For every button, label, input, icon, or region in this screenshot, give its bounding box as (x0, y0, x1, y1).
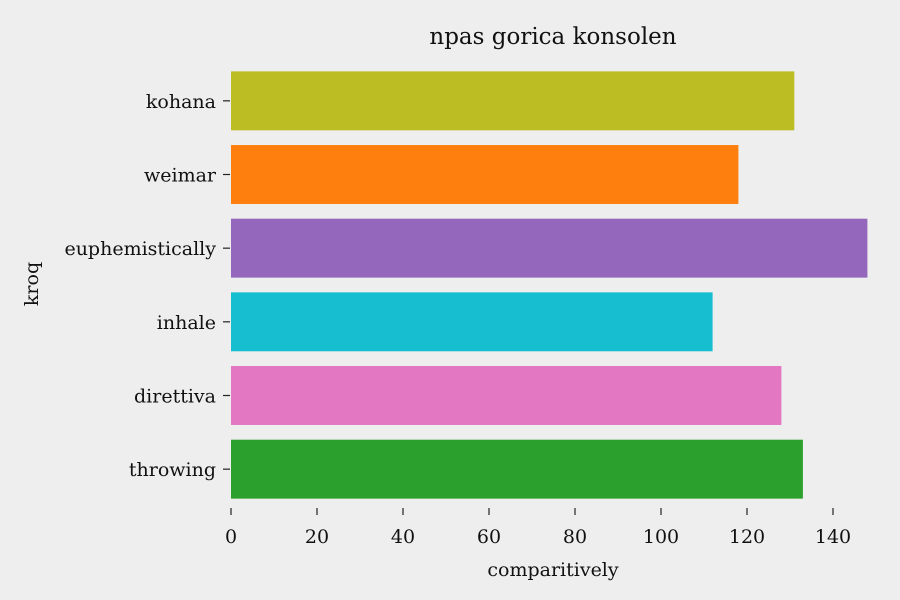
x-tick-label: 20 (305, 526, 329, 548)
y-axis-title: kroq (21, 262, 43, 306)
x-tick-label: 60 (477, 526, 501, 548)
y-tick-label: throwing (129, 459, 216, 481)
x-tick-label: 140 (815, 526, 851, 548)
y-tick-label: kohana (146, 91, 216, 113)
x-tick-label: 100 (643, 526, 679, 548)
bar-inhale (231, 292, 713, 352)
bar-throwing (231, 439, 803, 499)
x-tick-label: 80 (563, 526, 587, 548)
x-tick-label: 40 (391, 526, 415, 548)
y-tick-label: euphemistically (64, 238, 216, 260)
bar-euphemistically (231, 218, 868, 278)
x-axis-title: comparitively (487, 559, 619, 581)
y-tick-label: direttiva (134, 386, 216, 408)
y-axis: kohana weimar euphemistically inhale diretti… (64, 91, 230, 481)
x-tick-label: 120 (729, 526, 765, 548)
x-tick-label: 0 (225, 526, 237, 548)
y-tick-label: weimar (144, 165, 217, 187)
bars-group (231, 71, 868, 499)
chart-title: npas gorica konsolen (429, 24, 676, 50)
bar-kohana (231, 71, 795, 131)
bar-direttiva (231, 366, 782, 425)
bar-weimar (231, 145, 739, 204)
x-axis: 0 20 40 60 80 100 120 140 (225, 508, 851, 548)
y-tick-label: inhale (157, 312, 216, 334)
